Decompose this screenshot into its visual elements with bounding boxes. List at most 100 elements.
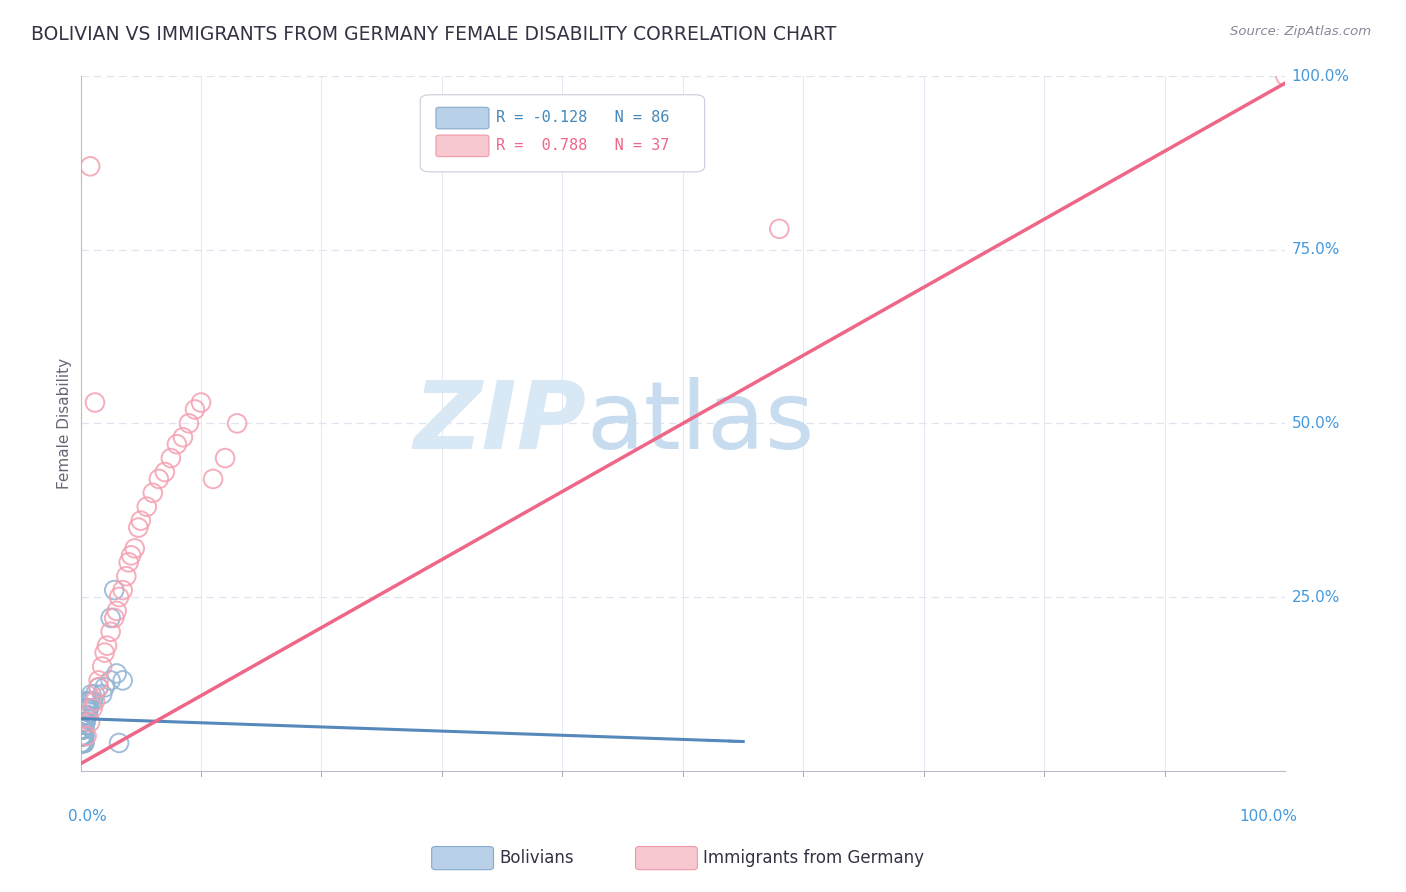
- Point: [73, 729, 96, 743]
- Point: [73, 736, 96, 750]
- Point: [73, 715, 96, 730]
- Point: [72, 722, 94, 736]
- Point: [70, 729, 93, 743]
- Point: [72, 729, 94, 743]
- Point: [80, 687, 103, 701]
- Point: [72, 722, 94, 736]
- Point: [77, 701, 100, 715]
- Point: [76, 701, 98, 715]
- Point: [70, 722, 93, 736]
- Point: [70, 736, 93, 750]
- Y-axis label: Female Disability: Female Disability: [58, 358, 72, 489]
- Point: [111, 583, 134, 598]
- Point: [73, 729, 96, 743]
- Point: [70, 736, 93, 750]
- Point: [76, 708, 98, 723]
- Point: [76, 694, 98, 708]
- Point: [72, 729, 94, 743]
- Text: 25.0%: 25.0%: [1291, 590, 1340, 605]
- Text: ZIP: ZIP: [413, 377, 586, 469]
- Point: [73, 736, 96, 750]
- Point: [70, 736, 93, 750]
- Point: [77, 701, 100, 715]
- Point: [93, 681, 115, 695]
- Point: [75, 715, 97, 730]
- Point: [84, 694, 107, 708]
- Point: [75, 715, 97, 730]
- Point: [75, 708, 97, 723]
- Point: [73, 736, 96, 750]
- Point: [72, 729, 94, 743]
- Point: [91, 659, 114, 673]
- Point: [166, 437, 188, 451]
- Point: [76, 729, 98, 743]
- Point: [105, 666, 128, 681]
- Point: [214, 451, 236, 466]
- Point: [72, 729, 94, 743]
- Point: [135, 500, 157, 514]
- Point: [148, 472, 170, 486]
- Point: [70, 736, 93, 750]
- Point: [82, 694, 104, 708]
- Text: R =  0.788   N = 37: R = 0.788 N = 37: [496, 138, 669, 153]
- Text: atlas: atlas: [586, 377, 815, 469]
- Point: [72, 729, 94, 743]
- Point: [768, 222, 790, 236]
- Point: [1274, 69, 1296, 83]
- Point: [79, 694, 101, 708]
- Point: [75, 701, 97, 715]
- Point: [84, 395, 107, 409]
- Point: [70, 736, 93, 750]
- Point: [73, 722, 96, 736]
- Point: [103, 583, 125, 598]
- Point: [73, 736, 96, 750]
- Point: [91, 687, 114, 701]
- Point: [103, 611, 125, 625]
- Point: [82, 701, 104, 715]
- Point: [72, 722, 94, 736]
- Point: [73, 729, 96, 743]
- Point: [72, 736, 94, 750]
- Point: [70, 729, 93, 743]
- Point: [70, 729, 93, 743]
- Point: [75, 708, 97, 723]
- Point: [100, 673, 122, 688]
- Point: [73, 722, 96, 736]
- Point: [75, 708, 97, 723]
- Point: [72, 736, 94, 750]
- Point: [100, 624, 122, 639]
- Point: [72, 722, 94, 736]
- Point: [127, 520, 149, 534]
- FancyBboxPatch shape: [436, 107, 489, 128]
- Point: [72, 722, 94, 736]
- Point: [76, 708, 98, 723]
- Text: 75.0%: 75.0%: [1291, 243, 1340, 257]
- Point: [72, 729, 94, 743]
- Point: [153, 465, 176, 479]
- Point: [72, 736, 94, 750]
- Point: [70, 736, 93, 750]
- Point: [118, 555, 141, 569]
- Text: Bolivians: Bolivians: [499, 849, 574, 867]
- Point: [76, 701, 98, 715]
- Point: [226, 417, 249, 431]
- Point: [79, 715, 101, 730]
- Point: [76, 708, 98, 723]
- Point: [72, 729, 94, 743]
- Point: [70, 729, 93, 743]
- Point: [87, 673, 110, 688]
- Point: [72, 729, 94, 743]
- Point: [73, 729, 96, 743]
- Point: [160, 451, 183, 466]
- Text: Immigrants from Germany: Immigrants from Germany: [703, 849, 924, 867]
- Text: 50.0%: 50.0%: [1291, 416, 1340, 431]
- Point: [75, 715, 97, 730]
- Point: [70, 736, 93, 750]
- Point: [111, 673, 134, 688]
- Point: [72, 722, 94, 736]
- Point: [96, 639, 118, 653]
- Text: 100.0%: 100.0%: [1240, 809, 1298, 824]
- Text: R = -0.128   N = 86: R = -0.128 N = 86: [496, 110, 669, 125]
- Point: [73, 715, 96, 730]
- Point: [129, 514, 152, 528]
